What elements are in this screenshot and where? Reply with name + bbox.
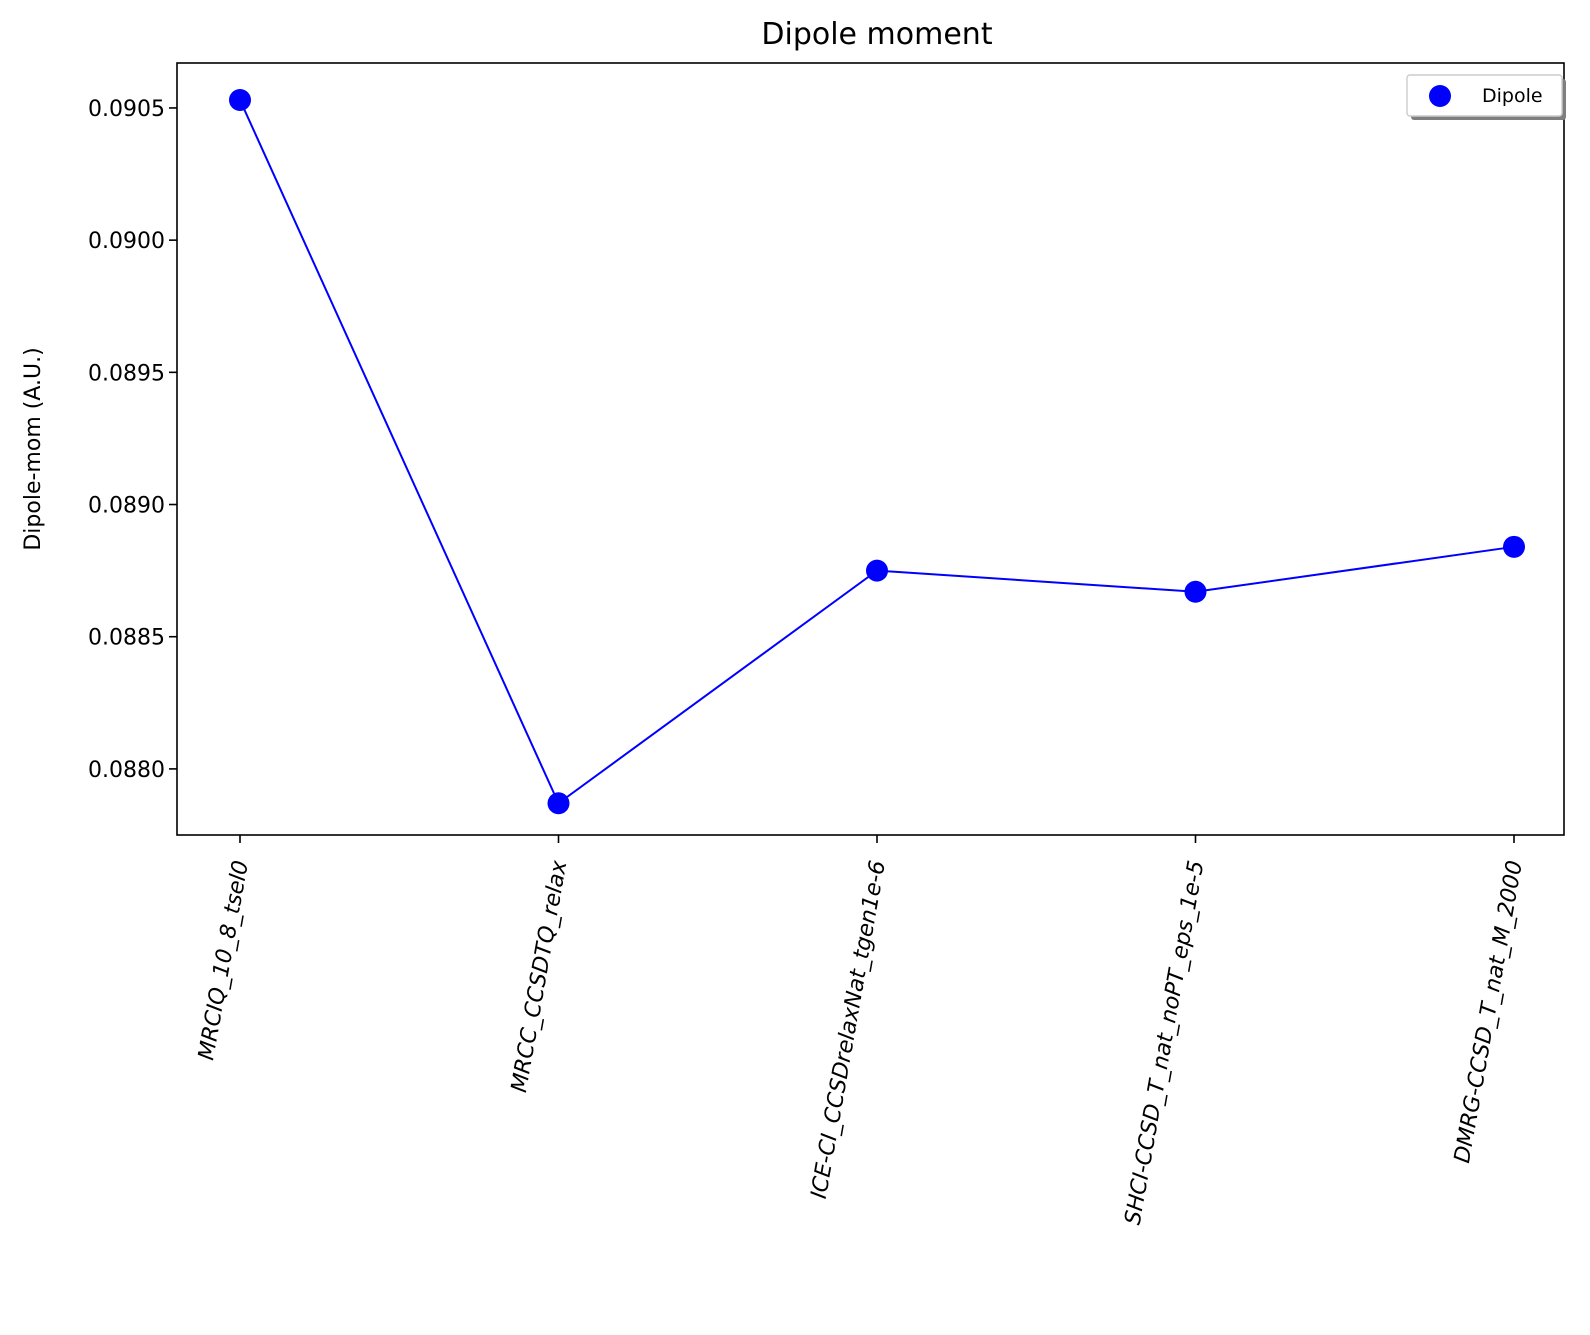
y-tick-label: 0.0880: [88, 758, 165, 783]
y-tick-label: 0.0900: [88, 229, 165, 254]
y-axis-label: Dipole-mom (A.U.): [21, 347, 46, 550]
x-tick-label: ICE-CI_CCSDrelaxNat_tgen1e-6: [807, 859, 891, 1201]
x-tick-label: DMRG-CCSD_T_nat_M_2000: [1450, 859, 1528, 1165]
y-tick-label: 0.0885: [88, 626, 165, 651]
legend-label-dipole: Dipole: [1482, 85, 1543, 107]
x-tick-label: MRCC_CCSDTQ_relax: [507, 858, 573, 1095]
data-point: [1503, 535, 1525, 558]
legend: Dipole: [1406, 74, 1566, 120]
legend-marker: [1429, 85, 1451, 107]
x-tick-label: SHCI-CCSD_T_nat_noPT_eps_1e-5: [1121, 859, 1210, 1227]
axes-frame: [176, 62, 1565, 836]
series-line: [239, 99, 1515, 805]
y-tick-label: 0.0895: [88, 361, 165, 386]
y-tick-label: 0.0890: [88, 494, 165, 519]
legend-box: [1406, 74, 1563, 117]
chart-title: Dipole moment: [761, 17, 992, 52]
y-axis-ticks: 0.0880 0.0885 0.0890 0.0895 0.0900 0.0905: [88, 97, 177, 783]
plot-area: [229, 89, 1525, 815]
data-point: [866, 559, 888, 582]
data-point: [229, 89, 251, 112]
data-point: [1184, 580, 1207, 603]
x-axis-ticks: MRCIQ_10_8_tsel0 MRCC_CCSDTQ_relax ICE-CI_…: [194, 835, 1528, 1227]
y-tick-label: 0.0905: [88, 97, 165, 122]
x-tick-label: MRCIQ_10_8_tsel0: [194, 859, 254, 1062]
data-point: [547, 792, 570, 815]
